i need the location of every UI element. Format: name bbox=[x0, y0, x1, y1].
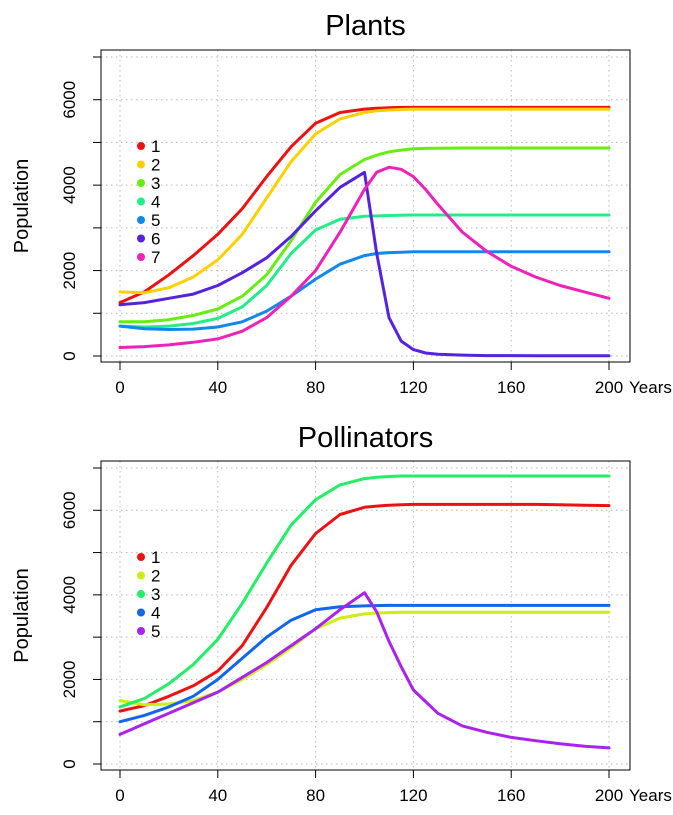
legend-marker-6 bbox=[137, 234, 145, 243]
legend-marker-7 bbox=[137, 253, 145, 261]
series-group bbox=[118, 474, 611, 750]
x-tick-label: 40 bbox=[208, 786, 227, 805]
series-line-7 bbox=[118, 165, 611, 349]
legend-marker-3 bbox=[137, 179, 145, 187]
series-group bbox=[118, 105, 611, 358]
y-axis: 0 2000 4000 6000 bbox=[60, 467, 101, 769]
y-tick-label: 4000 bbox=[60, 166, 79, 204]
x-tick-label: 80 bbox=[306, 378, 325, 397]
series-line-5 bbox=[118, 591, 611, 750]
legend-label: 2 bbox=[151, 567, 160, 586]
plot-frame bbox=[100, 460, 631, 771]
legend-label: 3 bbox=[151, 174, 160, 193]
x-tick-label: 120 bbox=[399, 786, 427, 805]
chart-title: Pollinators bbox=[298, 422, 433, 454]
legend-label: 2 bbox=[151, 156, 160, 175]
series-line-1 bbox=[118, 105, 611, 305]
legend-marker-2 bbox=[137, 160, 145, 169]
legend-marker-4 bbox=[137, 608, 145, 617]
y-axis: 0 2000 4000 6000 bbox=[60, 56, 101, 361]
legend-label: 5 bbox=[151, 211, 160, 230]
series-line-1 bbox=[118, 502, 611, 713]
x-tick-label: 0 bbox=[115, 786, 124, 805]
y-axis-label: Population bbox=[11, 568, 33, 663]
legend-label: 1 bbox=[151, 137, 160, 156]
legend-marker-1 bbox=[137, 553, 145, 561]
x-axis: 0 40 80 120 160 200 Years bbox=[115, 362, 672, 397]
y-tick-label: 0 bbox=[60, 759, 79, 768]
y-tick-label: 0 bbox=[60, 351, 79, 360]
legend-marker-5 bbox=[137, 627, 145, 635]
x-tick-label: 120 bbox=[399, 378, 427, 397]
y-tick-label: 2000 bbox=[60, 252, 79, 290]
series-line-3 bbox=[118, 146, 611, 324]
x-tick-label: 40 bbox=[208, 378, 227, 397]
legend-marker-3 bbox=[137, 590, 145, 598]
x-unit-label: Years bbox=[629, 786, 672, 805]
grid bbox=[101, 50, 630, 362]
legend-label: 6 bbox=[151, 230, 160, 249]
series-line-2 bbox=[118, 610, 611, 707]
x-tick-label: 200 bbox=[595, 378, 623, 397]
series-line-6 bbox=[118, 170, 611, 358]
plot-frame bbox=[100, 49, 631, 363]
series-line-2 bbox=[118, 107, 611, 295]
legend-label: 7 bbox=[151, 248, 160, 267]
y-tick-label: 6000 bbox=[60, 81, 79, 119]
chart-title: Plants bbox=[325, 10, 406, 42]
legend-marker-5 bbox=[137, 216, 145, 224]
x-unit-label: Years bbox=[629, 378, 672, 397]
legend-label: 4 bbox=[151, 193, 160, 212]
legend-marker-1 bbox=[137, 142, 145, 150]
legend-label: 1 bbox=[151, 548, 160, 567]
series-line-4 bbox=[118, 603, 611, 724]
pollinators-chart: Pollinators 0 40 80 120 160 200 Years 0 2000 4000 6… bbox=[11, 422, 672, 805]
y-tick-label: 2000 bbox=[60, 661, 79, 699]
series-line-3 bbox=[118, 474, 611, 709]
grid bbox=[101, 461, 630, 770]
x-tick-label: 160 bbox=[497, 378, 525, 397]
y-tick-label: 6000 bbox=[60, 491, 79, 529]
plants-chart: Plants 0 40 80 120 160 200 Years 0 2000 4000 6000 Po… bbox=[11, 10, 672, 397]
x-tick-label: 160 bbox=[497, 786, 525, 805]
x-tick-label: 200 bbox=[595, 786, 623, 805]
legend-label: 3 bbox=[151, 585, 160, 604]
y-axis-label: Population bbox=[11, 159, 33, 254]
series-line-5 bbox=[118, 250, 611, 331]
x-axis: 0 40 80 120 160 200 Years bbox=[115, 770, 672, 805]
legend-marker-4 bbox=[137, 197, 145, 206]
legend-marker-2 bbox=[137, 571, 145, 580]
x-tick-label: 80 bbox=[306, 786, 325, 805]
y-tick-label: 4000 bbox=[60, 576, 79, 614]
legend-label: 4 bbox=[151, 604, 160, 623]
series-line-4 bbox=[118, 213, 611, 329]
legend-label: 5 bbox=[151, 622, 160, 641]
x-tick-label: 0 bbox=[115, 378, 124, 397]
